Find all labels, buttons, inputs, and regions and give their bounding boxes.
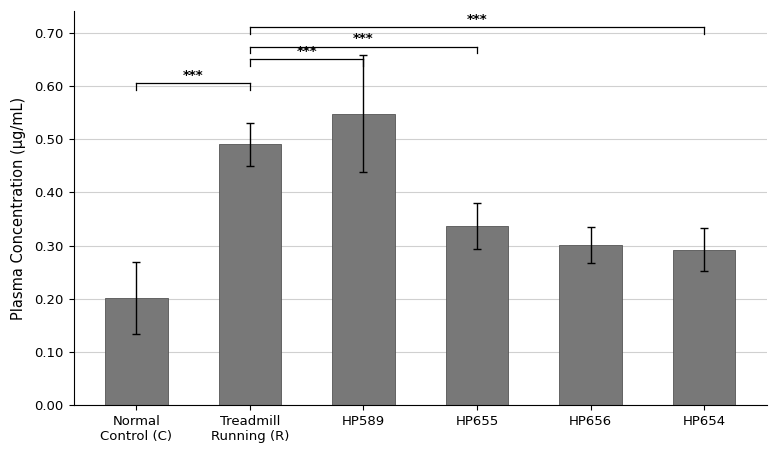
Bar	[559, 245, 622, 405]
Bar	[105, 298, 167, 405]
Text: ***: ***	[183, 69, 203, 82]
Bar	[332, 114, 394, 405]
Bar	[673, 250, 735, 405]
Bar	[219, 144, 281, 405]
Text: ***: ***	[296, 44, 317, 58]
Text: ***: ***	[353, 32, 373, 45]
Text: ***: ***	[467, 13, 487, 26]
Bar	[446, 226, 508, 405]
Y-axis label: Plasma Concentration (μg/mL): Plasma Concentration (μg/mL)	[11, 97, 26, 320]
